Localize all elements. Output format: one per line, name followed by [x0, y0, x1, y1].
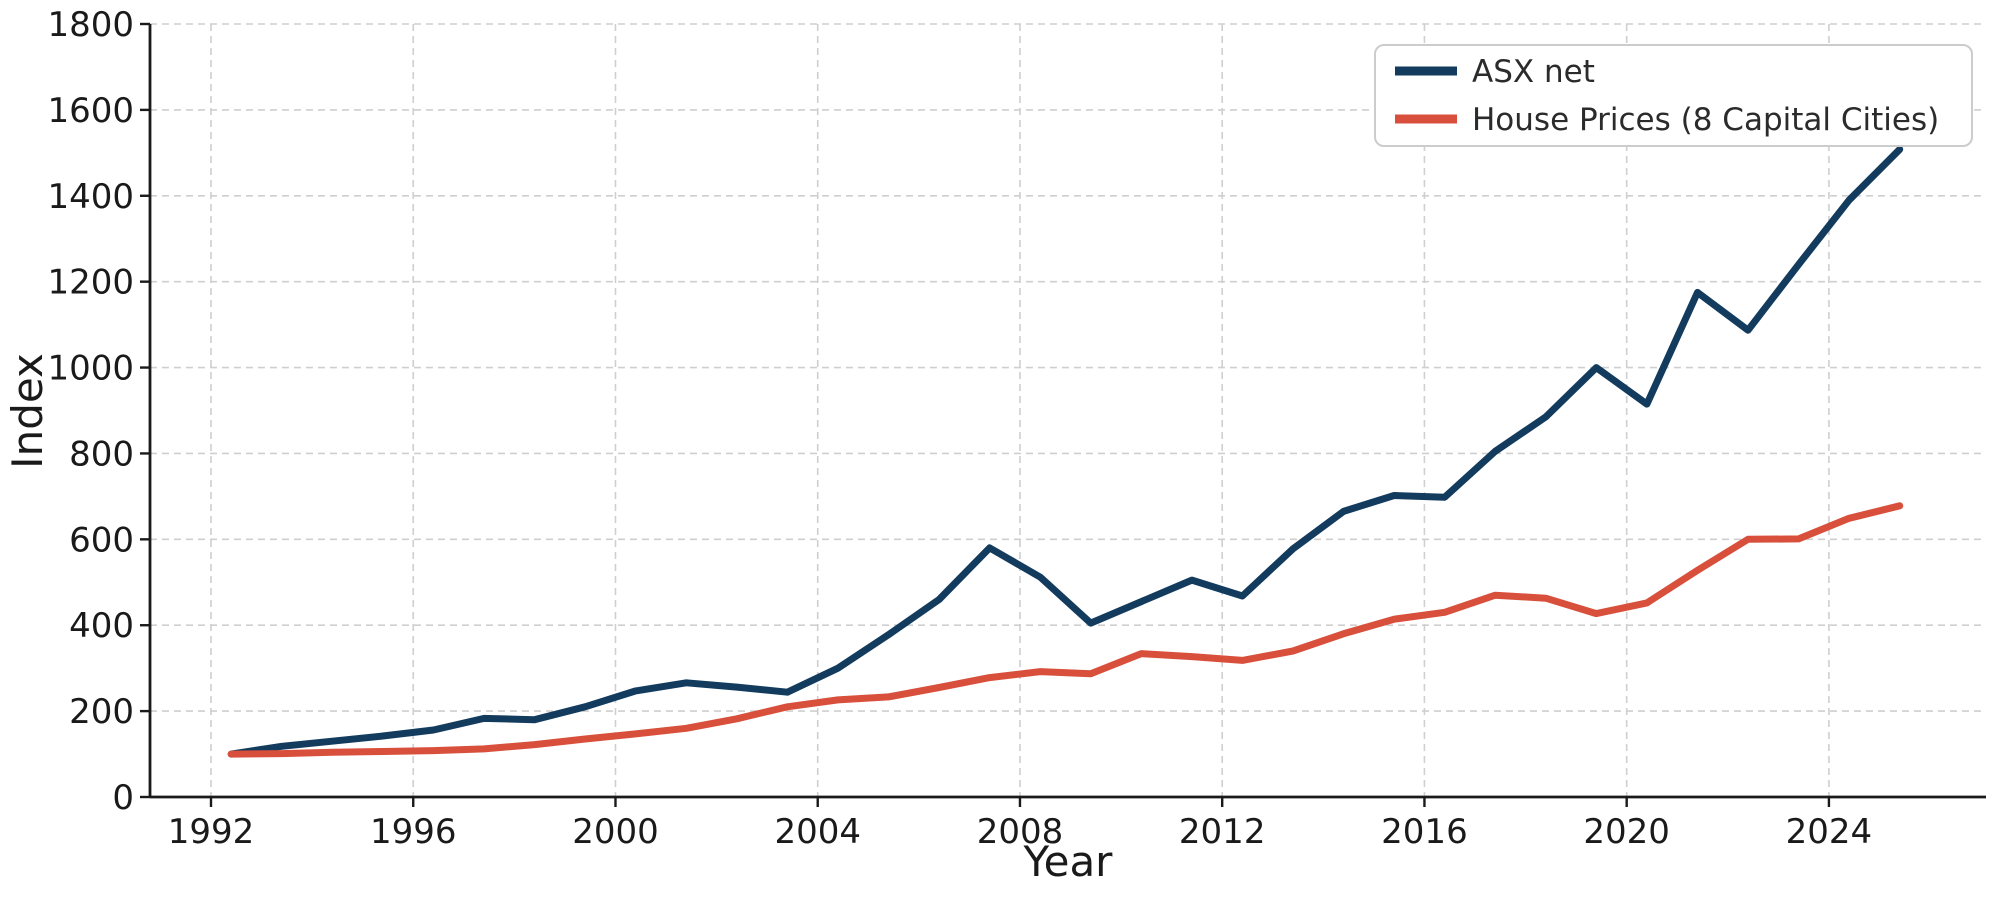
x-tick-label-2012: 2012: [1179, 812, 1266, 852]
y-tick-label-0: 0: [112, 778, 134, 818]
gridlines: [150, 23, 1986, 798]
legend: ASX net House Prices (8 Capital Cities): [1374, 44, 1973, 147]
x-tick-label-2004: 2004: [774, 812, 861, 852]
y-tick-label-1000: 1000: [47, 349, 134, 389]
x-tick-label-2024: 2024: [1786, 812, 1873, 852]
x-tick-label-1992: 1992: [168, 812, 255, 852]
x-tick-label-2008: 2008: [977, 812, 1064, 852]
series-line-asx-net: [227, 145, 1904, 758]
y-tick-label-1400: 1400: [47, 177, 134, 217]
x-tick-label-2020: 2020: [1583, 812, 1670, 852]
y-tick-label-800: 800: [69, 434, 134, 474]
y-tick-label-1800: 1800: [47, 5, 134, 45]
series-lines: [227, 145, 1904, 758]
y-tick-label-400: 400: [69, 606, 134, 646]
series-line-house-prices-8-capital-cities: [227, 502, 1904, 758]
legend-box: [1374, 44, 1973, 147]
y-axis-label: Index: [3, 353, 52, 469]
y-tick-label-200: 200: [69, 692, 134, 732]
x-tick-label-2016: 2016: [1381, 812, 1468, 852]
legend-label-asx-net: ASX net: [1472, 54, 1595, 90]
x-tick-label-1996: 1996: [370, 812, 457, 852]
x-axis-label: Year: [1023, 837, 1114, 886]
axes-spines: [148, 24, 1986, 799]
legend-label-house-prices: House Prices (8 Capital Cities): [1472, 102, 1939, 138]
y-tick-label-1200: 1200: [47, 263, 134, 303]
axis-ticks: [140, 22, 1831, 807]
axis-tick-labels: 0 200 400 600 800 1000 1200 1400 1600 1800 1992 199…: [47, 5, 1872, 852]
x-tick-label-2000: 2000: [572, 812, 659, 852]
y-tick-label-600: 600: [69, 520, 134, 560]
y-tick-label-1600: 1600: [47, 91, 134, 131]
